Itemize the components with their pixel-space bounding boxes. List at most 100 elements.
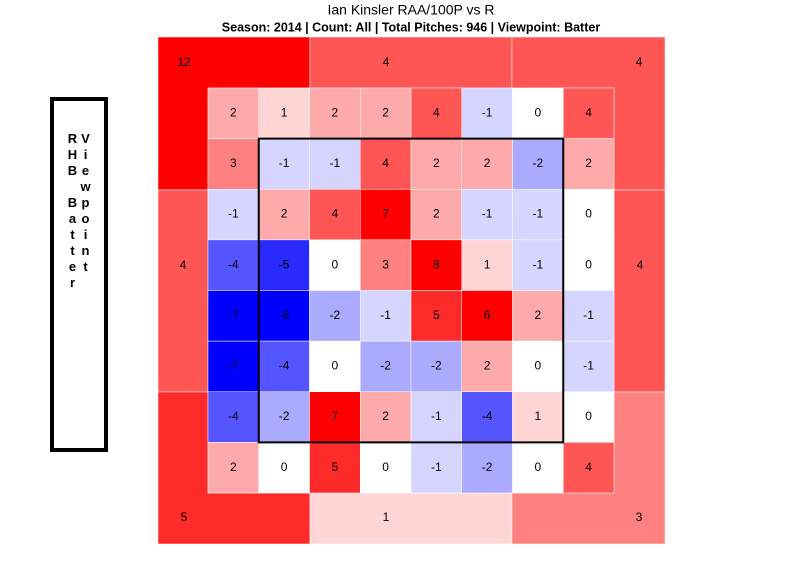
outer-zone-label: 4	[636, 55, 643, 69]
cell-label: 0	[332, 359, 339, 373]
cell	[207, 87, 259, 139]
outer-zone-label: 4	[180, 258, 187, 272]
cell	[207, 189, 259, 241]
outer-zone-label: 3	[636, 510, 643, 524]
cell-label: 4	[382, 156, 389, 170]
cell	[309, 189, 361, 241]
cell	[461, 442, 513, 494]
chart-subtitle: Season: 2014 | Count: All | Total Pitche…	[222, 20, 601, 34]
cell	[309, 239, 361, 291]
cell	[563, 138, 615, 190]
cell-label: -4	[228, 257, 239, 271]
cell	[512, 442, 564, 494]
cell	[461, 340, 513, 392]
cell	[207, 391, 259, 443]
outer-zone-label: 4	[637, 258, 644, 272]
cell	[360, 138, 412, 190]
cell-label: 2	[281, 207, 288, 221]
cell-label: 2	[332, 105, 339, 119]
cell	[512, 138, 564, 190]
cell-label: 2	[535, 308, 542, 322]
cell	[360, 340, 412, 392]
cell	[563, 189, 615, 241]
cell	[461, 290, 513, 342]
cell-label: 0	[585, 409, 592, 423]
cell-label: -2	[279, 409, 290, 423]
cell	[512, 340, 564, 392]
cell-label: -4	[482, 409, 493, 423]
cell-label: 0	[535, 105, 542, 119]
cell-label: 0	[382, 460, 389, 474]
cell-label: 2	[484, 359, 491, 373]
cell	[360, 442, 412, 494]
cell-label: 0	[585, 257, 592, 271]
outer-zone-label: 12	[177, 55, 191, 69]
cell	[309, 442, 361, 494]
cell-label: -2	[330, 308, 341, 322]
cell	[512, 391, 564, 443]
cell	[258, 290, 310, 342]
cell-label: 2	[484, 156, 491, 170]
side-label-box: RHB Batter Viewpoint	[50, 97, 108, 452]
cell-label: 2	[382, 409, 389, 423]
outer-zone	[309, 492, 513, 545]
outer-zone	[309, 36, 513, 89]
cell-label: -1	[228, 207, 239, 221]
cell-label: 0	[535, 460, 542, 474]
cell	[563, 290, 615, 342]
cell-label: 7	[382, 207, 389, 221]
cell-label: 2	[585, 156, 592, 170]
cell-label: 2	[230, 460, 237, 474]
cell-label: -1	[431, 460, 442, 474]
cell	[410, 442, 462, 494]
cell	[309, 391, 361, 443]
cell	[207, 290, 259, 342]
cell	[410, 189, 462, 241]
cell-label: -2	[482, 460, 493, 474]
cell-label: -2	[533, 156, 544, 170]
cell	[461, 87, 513, 139]
cell-label: -1	[533, 207, 544, 221]
cell	[258, 189, 310, 241]
side-label: RHB Batter Viewpoint	[65, 131, 93, 291]
cell	[563, 391, 615, 443]
cell-label: -2	[380, 359, 391, 373]
outer-zone	[157, 189, 209, 393]
cell-label: -1	[482, 207, 493, 221]
cell-label: 4	[585, 460, 592, 474]
cell-label: 5	[433, 308, 440, 322]
cell	[360, 189, 412, 241]
cell-label: 4	[433, 105, 440, 119]
cell-label: 6	[484, 308, 491, 322]
cell-label: -4	[279, 359, 290, 373]
cell	[410, 391, 462, 443]
cell-label: 0	[332, 257, 339, 271]
cell-label: 3	[230, 156, 237, 170]
cell	[207, 442, 259, 494]
cell	[563, 442, 615, 494]
cell	[410, 340, 462, 392]
cell	[258, 442, 310, 494]
cell-label: 7	[332, 409, 339, 423]
cell	[512, 189, 564, 241]
cell	[461, 391, 513, 443]
cell	[512, 290, 564, 342]
outer-zone-label: 5	[181, 510, 188, 524]
cell-label: 1	[535, 409, 542, 423]
cell-label: 1	[484, 257, 491, 271]
cell	[563, 87, 615, 139]
cell	[410, 138, 462, 190]
cell	[309, 340, 361, 392]
cell-label: -1	[279, 156, 290, 170]
cell-label: -6	[279, 308, 290, 322]
cell-label: -7	[228, 359, 239, 373]
cell-label: 5	[332, 460, 339, 474]
cell	[512, 87, 564, 139]
strike-zone	[257, 137, 565, 444]
cell-label: 3	[382, 257, 389, 271]
cell-label: 2	[433, 207, 440, 221]
cell-label: 4	[332, 207, 339, 221]
outer-zone-label: 1	[383, 510, 390, 524]
